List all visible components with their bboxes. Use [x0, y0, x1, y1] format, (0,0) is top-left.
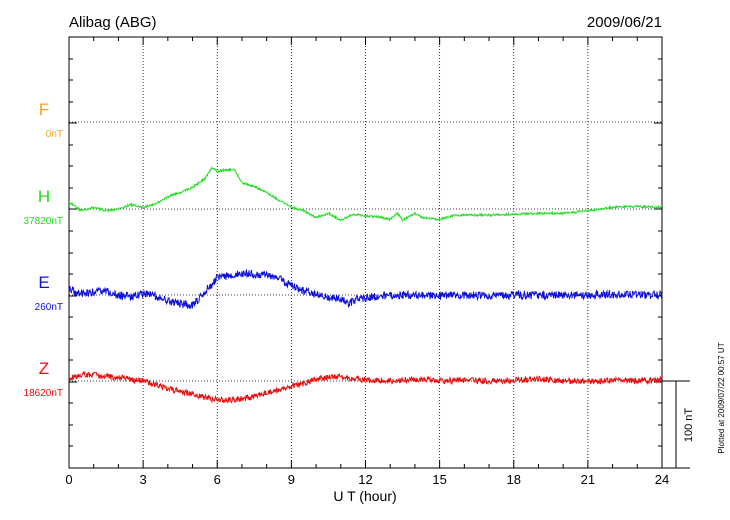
x-tick-label: 18 [507, 472, 521, 487]
x-tick-label: 3 [140, 472, 147, 487]
series-line-e [68, 268, 663, 310]
series-group [68, 166, 663, 404]
component-baseline-z: 18620nT [24, 388, 63, 399]
component-name-h: H [38, 187, 50, 206]
x-tick-labels: 0 3 6 9 12 15 18 21 24 [65, 472, 669, 487]
date-label: 2009/06/21 [587, 14, 662, 31]
component-baseline-h: 37820nT [24, 216, 63, 227]
component-baseline-e: 260nT [35, 302, 63, 313]
x-tick-label: 15 [432, 472, 446, 487]
x-tick-label: 0 [65, 472, 72, 487]
component-name-z: Z [39, 359, 49, 378]
scale-bar-label: 100 nT [683, 408, 695, 443]
station-title: Alibag (ABG) [69, 14, 157, 31]
x-axis-title: U T (hour) [333, 488, 396, 504]
x-tick-label: 21 [581, 472, 595, 487]
component-name-f: F [39, 100, 49, 119]
tick-marks [68, 36, 663, 469]
scale-bar [662, 380, 690, 469]
component-labels: F 0nT H 37820nT E 260nT Z 18620nT [24, 100, 63, 399]
x-tick-label: 6 [214, 472, 221, 487]
x-tick-label: 9 [288, 472, 295, 487]
plotted-timestamp: Plotted at 2009/07/22 00:57 UT [717, 342, 726, 453]
x-tick-label: 12 [358, 472, 372, 487]
x-tick-label: 24 [655, 472, 669, 487]
series-line-h [68, 166, 662, 222]
component-name-e: E [38, 273, 49, 292]
grid [69, 37, 662, 468]
series-line-z [68, 371, 663, 404]
component-baseline-f: 0nT [46, 129, 63, 140]
